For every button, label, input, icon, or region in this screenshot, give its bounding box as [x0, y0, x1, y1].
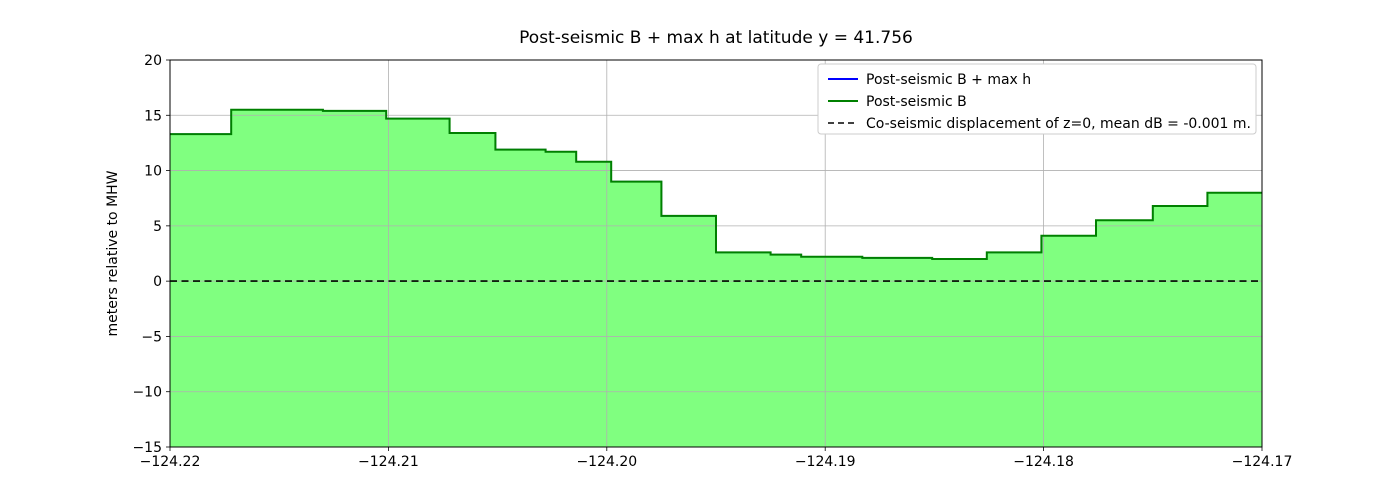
- x-tick-label: −124.21: [358, 454, 419, 470]
- y-tick-label: 20: [144, 53, 162, 69]
- y-tick-label: 0: [153, 274, 162, 290]
- legend: Post-seismic B + max h Post-seismic B Co-s…: [817, 63, 1257, 135]
- y-tick-label: 5: [153, 219, 162, 235]
- x-tick-label: −124.19: [795, 454, 856, 470]
- x-tick-label: −124.22: [140, 454, 201, 470]
- x-tick-label: −124.20: [576, 454, 637, 470]
- legend-label: Post-seismic B: [866, 94, 967, 110]
- y-tick-label: −10: [132, 385, 162, 401]
- y-axis-label: meters relative to MHW: [105, 170, 121, 336]
- x-tick-label: −124.18: [1013, 454, 1074, 470]
- y-axis: −15 −10 −5 0 5 10 15 20: [132, 53, 170, 456]
- chart-title: Post-seismic B + max h at latitude y = 4…: [519, 28, 913, 48]
- axes-frame: [169, 59, 1263, 448]
- y-tick-label: −15: [132, 440, 162, 456]
- chart-layer: −124.22 −124.21 −124.20 −124.19 −124.18 −124.…: [132, 53, 1292, 470]
- y-tick-label: −5: [141, 329, 162, 345]
- area-fill: [170, 109, 1262, 448]
- y-tick-label: 10: [144, 164, 162, 180]
- legend-label: Post-seismic B + max h: [866, 72, 1031, 88]
- y-tick-label: 15: [144, 108, 162, 124]
- series-line-post-seismic-b: [170, 108, 1262, 260]
- x-tick-label: −124.17: [1232, 454, 1293, 470]
- legend-box: [817, 63, 1257, 135]
- legend-label: Co-seismic displacement of z=0, mean dB …: [866, 116, 1251, 132]
- x-axis: −124.22 −124.21 −124.20 −124.19 −124.18 −124.…: [140, 447, 1293, 470]
